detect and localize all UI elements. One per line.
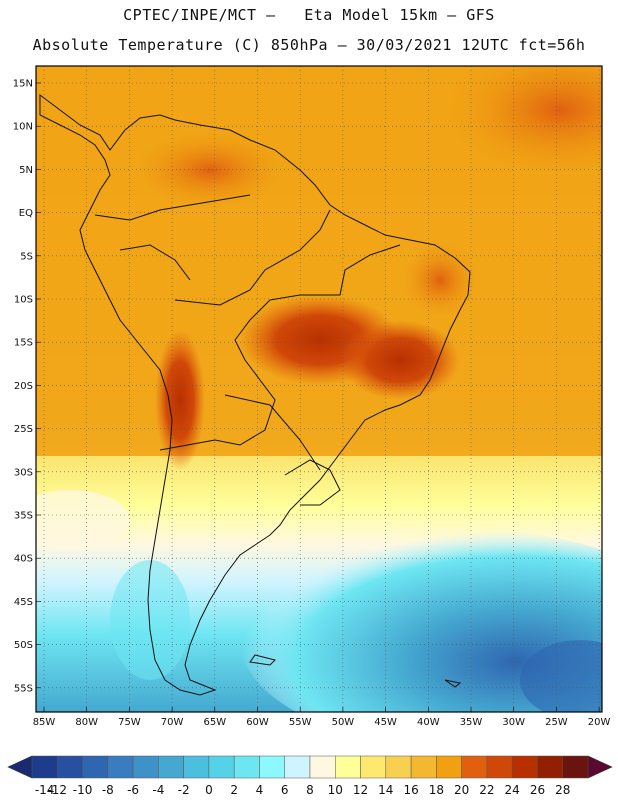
colorbar-swatch xyxy=(31,755,58,779)
colorbar-label: 6 xyxy=(281,783,289,797)
colorbar-label: -2 xyxy=(178,783,190,797)
colorbar-swatch xyxy=(486,755,513,779)
latitude-label: 35S xyxy=(14,511,33,522)
colorbar-swatch xyxy=(309,755,336,779)
longitude-label: 80W xyxy=(75,717,98,728)
longitude-label: 25W xyxy=(545,717,568,728)
colorbar-label: 0 xyxy=(205,783,213,797)
longitude-label: 40W xyxy=(417,717,440,728)
colorbar-high-arrow xyxy=(587,755,613,779)
longitude-label: 70W xyxy=(161,717,184,728)
colorbar-label: 24 xyxy=(505,783,520,797)
latitude-label: 20S xyxy=(14,381,33,392)
longitude-label: 75W xyxy=(118,717,141,728)
latitude-label: 40S xyxy=(14,554,33,565)
latitude-label: 15N xyxy=(13,79,33,90)
colorbar-swatch xyxy=(385,755,412,779)
colorbar-swatch xyxy=(562,755,589,779)
colorbar-label: 14 xyxy=(378,783,393,797)
temperature-colorbar: -14-12 -10 -8 -6 -4 -2 0 2 4 6 8 10 12 14 16 18 20 22 24 26… xyxy=(7,755,613,797)
latitude-label: 15S xyxy=(14,338,33,349)
temperature-field xyxy=(36,66,602,712)
latitude-label: 30S xyxy=(14,467,33,478)
colorbar-label: -10 xyxy=(73,783,93,797)
longitude-labels: 85W 80W 75W 70W 65W 60W 55W 50W 45W 40W 35W 30W 25W 2… xyxy=(33,717,611,728)
longitude-label: 45W xyxy=(374,717,397,728)
colorbar-swatch xyxy=(410,755,437,779)
colorbar-label: -4 xyxy=(152,783,164,797)
latitude-label: 50S xyxy=(14,640,33,651)
latitude-label: 55S xyxy=(14,683,33,694)
colorbar-label: 28 xyxy=(555,783,570,797)
latitude-label: 45S xyxy=(14,597,33,608)
colorbar-label: 16 xyxy=(403,783,418,797)
colorbar-label: -8 xyxy=(102,783,114,797)
colorbar-swatch xyxy=(107,755,134,779)
colorbar-swatch xyxy=(57,755,83,779)
colorbar-swatch xyxy=(158,755,184,779)
colorbar-label: 10 xyxy=(328,783,343,797)
colorbar-label: 18 xyxy=(429,783,444,797)
longitude-label: 55W xyxy=(289,717,312,728)
colorbar-swatch xyxy=(284,755,311,779)
longitude-label: 60W xyxy=(246,717,269,728)
colorbar-label: 20 xyxy=(454,783,469,797)
longitude-label: 50W xyxy=(332,717,355,728)
longitude-label: 20W xyxy=(588,717,611,728)
colorbar-label: 8 xyxy=(306,783,314,797)
colorbar-swatch xyxy=(335,755,361,779)
latitude-label: 5S xyxy=(20,251,33,262)
colorbar-label: -12 xyxy=(47,783,67,797)
colorbar-label: 2 xyxy=(230,783,238,797)
latitude-labels: 15N 10N 5N EQ 5S 10S 15S 20S 25S 30S 35S 40S 45S 50S 5… xyxy=(13,79,33,695)
colorbar-swatch xyxy=(511,755,538,779)
colorbar-swatch xyxy=(537,755,563,779)
latitude-label: 10S xyxy=(14,295,33,306)
colorbar-swatch xyxy=(208,755,235,779)
colorbar-low-arrow xyxy=(7,755,33,779)
map-frame xyxy=(35,65,603,713)
longitude-label: 35W xyxy=(460,717,483,728)
colorbar-swatch xyxy=(360,755,387,779)
longitude-label: 30W xyxy=(502,717,525,728)
colorbar-label: 22 xyxy=(479,783,494,797)
latitude-label: 25S xyxy=(14,424,33,435)
latitude-label: 10N xyxy=(13,122,33,133)
colorbar-label: -6 xyxy=(127,783,139,797)
colorbar-swatch xyxy=(233,755,260,779)
colorbar-swatch xyxy=(82,755,109,779)
colorbar-label: 26 xyxy=(530,783,545,797)
colorbar-swatch xyxy=(183,755,210,779)
longitude-label: 85W xyxy=(33,717,56,728)
map-title-line1: CPTEC/INPE/MCT – Eta Model 15km – GFS xyxy=(123,6,495,24)
latitude-label: 5N xyxy=(19,165,33,176)
map-title-line2: Absolute Temperature (C) 850hPa – 30/03/… xyxy=(32,36,586,54)
colorbar-swatch xyxy=(436,755,462,779)
colorbar-label: -14 xyxy=(35,783,55,797)
colorbar-swatch xyxy=(259,755,285,779)
colorbar-swatch xyxy=(461,755,488,779)
colorbar-swatch xyxy=(132,755,159,779)
coastline-outline xyxy=(39,94,471,696)
lat-lon-gridlines xyxy=(36,66,602,712)
colorbar-label: 4 xyxy=(256,783,264,797)
colorbar-label: 12 xyxy=(353,783,368,797)
latitude-label: EQ xyxy=(19,208,33,219)
longitude-label: 65W xyxy=(203,717,226,728)
